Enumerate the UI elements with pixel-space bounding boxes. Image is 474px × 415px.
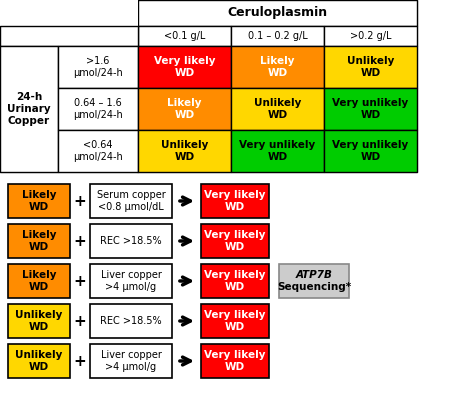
Text: Likely
WD: Likely WD	[260, 56, 295, 78]
Text: ATP7B: ATP7B	[296, 270, 332, 280]
Bar	[138, 0, 417, 172]
Bar	[231, 88, 324, 130]
Bar	[90, 184, 172, 218]
Bar	[231, 130, 324, 172]
Text: Very likely
WD: Very likely WD	[204, 190, 266, 212]
Bar	[58, 130, 138, 172]
Bar	[324, 88, 417, 130]
Text: <0.64
μmol/24-h: <0.64 μmol/24-h	[73, 140, 123, 162]
Text: Unlikely
WD: Unlikely WD	[15, 310, 63, 332]
Bar	[138, 26, 231, 46]
Text: Likely
WD: Likely WD	[22, 270, 56, 292]
Bar	[90, 304, 172, 338]
Text: Very unlikely
WD: Very unlikely WD	[332, 98, 409, 120]
Bar	[201, 264, 269, 298]
Text: Likely
WD: Likely WD	[167, 98, 202, 120]
Text: Liver copper
>4 μmol/g: Liver copper >4 μmol/g	[100, 350, 162, 372]
Text: Ceruloplasmin: Ceruloplasmin	[228, 7, 328, 20]
Text: Unlikely
WD: Unlikely WD	[347, 56, 394, 78]
Text: Very unlikely
WD: Very unlikely WD	[332, 140, 409, 162]
Text: Very unlikely
WD: Very unlikely WD	[239, 140, 316, 162]
Text: +: +	[73, 354, 86, 369]
Text: Very likely
WD: Very likely WD	[204, 350, 266, 372]
Bar	[201, 344, 269, 378]
Bar	[90, 264, 172, 298]
Bar	[138, 0, 417, 26]
Text: Unlikely
WD: Unlikely WD	[15, 350, 63, 372]
Bar	[90, 224, 172, 258]
Bar	[201, 304, 269, 338]
Text: +: +	[73, 313, 86, 329]
Text: >1.6
μmol/24-h: >1.6 μmol/24-h	[73, 56, 123, 78]
Text: REC >18.5%: REC >18.5%	[100, 316, 162, 326]
Bar	[231, 26, 324, 46]
Bar	[8, 304, 70, 338]
Bar	[90, 344, 172, 378]
Text: Serum copper
<0.8 μmol/dL: Serum copper <0.8 μmol/dL	[97, 190, 165, 212]
Text: 0.1 – 0.2 g/L: 0.1 – 0.2 g/L	[247, 31, 307, 41]
Bar	[0, 46, 58, 172]
Bar	[8, 224, 70, 258]
Text: Unlikely
WD: Unlikely WD	[254, 98, 301, 120]
Bar	[279, 264, 349, 298]
Bar	[201, 184, 269, 218]
Bar	[324, 26, 417, 46]
Bar	[8, 344, 70, 378]
Text: Likely
WD: Likely WD	[22, 230, 56, 252]
Bar	[58, 88, 138, 130]
Bar	[324, 46, 417, 88]
Bar	[201, 224, 269, 258]
Bar	[0, 0, 138, 172]
Text: Unlikely
WD: Unlikely WD	[161, 140, 208, 162]
Bar	[8, 264, 70, 298]
Bar	[138, 88, 231, 130]
Text: Very likely
WD: Very likely WD	[204, 230, 266, 252]
Bar	[0, 0, 138, 26]
Text: <0.1 g/L: <0.1 g/L	[164, 31, 205, 41]
Text: Likely
WD: Likely WD	[22, 190, 56, 212]
Bar	[58, 46, 138, 88]
Text: +: +	[73, 193, 86, 208]
Text: Very likely
WD: Very likely WD	[204, 310, 266, 332]
Bar	[138, 130, 231, 172]
Bar	[138, 46, 231, 88]
Text: Very likely
WD: Very likely WD	[154, 56, 215, 78]
Text: +: +	[73, 234, 86, 249]
Text: 0.64 – 1.6
μmol/24-h: 0.64 – 1.6 μmol/24-h	[73, 98, 123, 120]
Bar	[0, 26, 138, 46]
Bar	[231, 46, 324, 88]
Text: Sequencing*: Sequencing*	[277, 282, 351, 292]
Bar	[8, 184, 70, 218]
Text: >0.2 g/L: >0.2 g/L	[350, 31, 391, 41]
Text: REC >18.5%: REC >18.5%	[100, 236, 162, 246]
Bar	[324, 130, 417, 172]
Text: +: +	[73, 273, 86, 288]
Text: Liver copper
>4 μmol/g: Liver copper >4 μmol/g	[100, 270, 162, 292]
Text: 24-h
Urinary
Copper: 24-h Urinary Copper	[7, 93, 51, 126]
Text: Very likely
WD: Very likely WD	[204, 270, 266, 292]
